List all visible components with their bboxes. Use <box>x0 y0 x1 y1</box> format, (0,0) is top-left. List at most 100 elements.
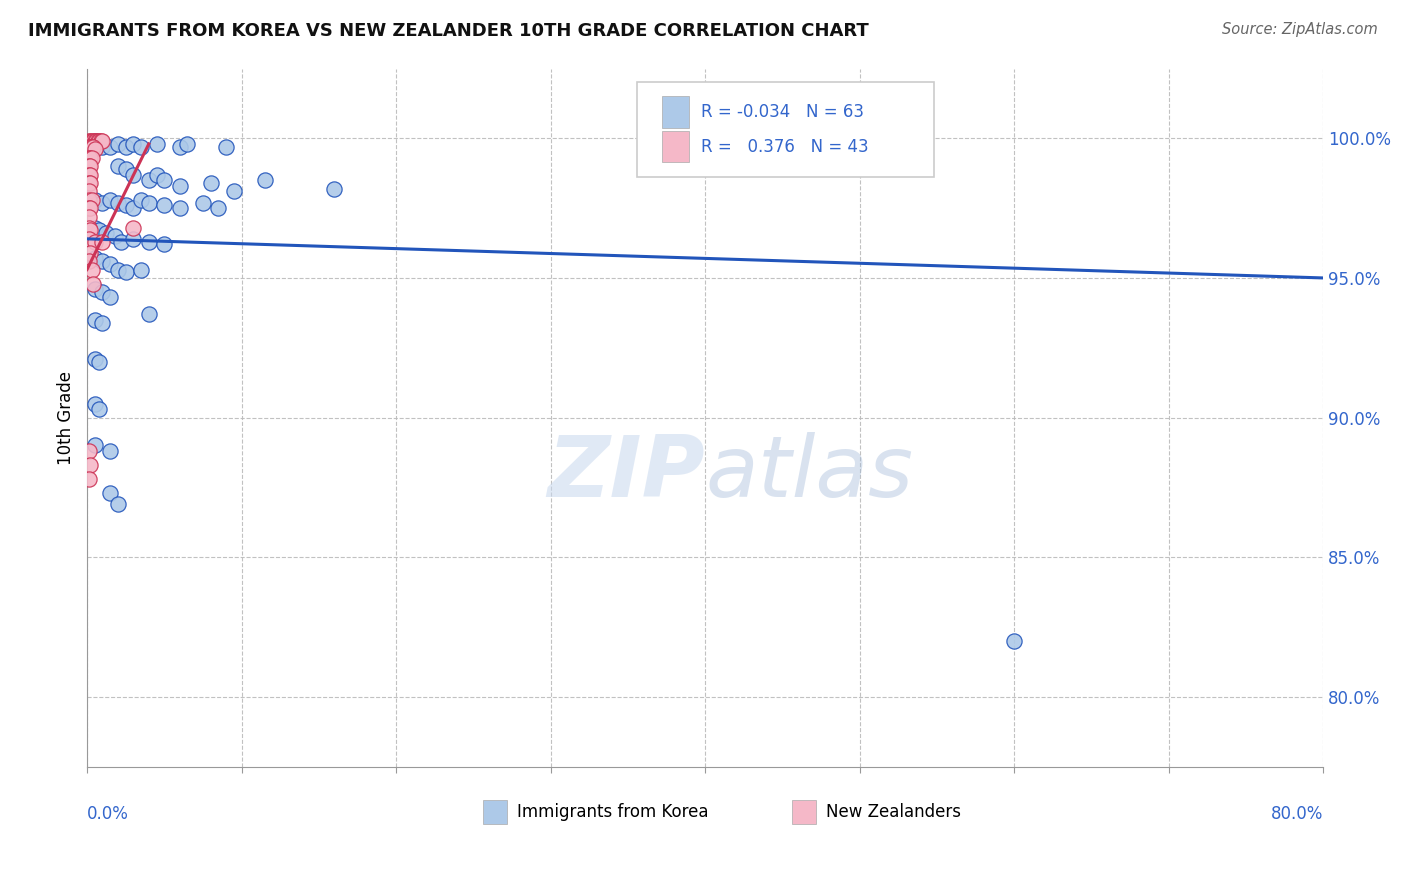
Point <box>122 136 145 151</box>
Point <box>77 232 100 246</box>
Point <box>1002 634 1025 648</box>
Point <box>169 201 191 215</box>
Point <box>138 235 160 249</box>
Point <box>89 134 111 148</box>
Text: R =   0.376   N = 43: R = 0.376 N = 43 <box>702 137 869 156</box>
Point <box>98 486 121 500</box>
Point <box>129 139 152 153</box>
Text: 80.0%: 80.0% <box>1271 805 1323 823</box>
Y-axis label: 10th Grade: 10th Grade <box>58 370 75 465</box>
Text: Immigrants from Korea: Immigrants from Korea <box>517 803 709 821</box>
Point <box>107 497 129 511</box>
Point <box>129 193 152 207</box>
FancyBboxPatch shape <box>637 82 934 177</box>
Point <box>145 136 167 151</box>
Text: R = -0.034   N = 63: R = -0.034 N = 63 <box>702 103 865 120</box>
Point <box>77 201 100 215</box>
Point <box>122 220 145 235</box>
Point <box>107 159 129 173</box>
Point <box>323 181 346 195</box>
Point <box>98 193 121 207</box>
Point <box>83 313 105 327</box>
Polygon shape <box>792 800 817 824</box>
Point <box>79 223 101 237</box>
Point <box>79 139 101 153</box>
Point <box>107 136 129 151</box>
Point <box>77 210 100 224</box>
Point <box>80 262 103 277</box>
Point <box>94 227 117 241</box>
Point <box>83 282 105 296</box>
Point <box>77 185 100 199</box>
Point <box>91 134 114 148</box>
Point <box>90 134 112 148</box>
Point <box>110 235 132 249</box>
Point <box>79 458 101 472</box>
Point <box>91 235 114 249</box>
Point <box>87 134 110 148</box>
Point <box>153 237 176 252</box>
Point <box>77 444 100 458</box>
Polygon shape <box>662 96 689 128</box>
Point <box>253 173 276 187</box>
Point <box>129 262 152 277</box>
Point <box>91 139 114 153</box>
Point <box>91 254 114 268</box>
Point <box>138 195 160 210</box>
Point <box>176 136 198 151</box>
Point <box>80 151 103 165</box>
Point <box>122 232 145 246</box>
Point <box>79 159 101 173</box>
Point <box>122 201 145 215</box>
Text: atlas: atlas <box>704 432 912 515</box>
Point <box>83 134 105 148</box>
Point <box>79 151 101 165</box>
Point <box>79 134 101 148</box>
Point <box>82 139 104 153</box>
Point <box>84 134 107 148</box>
Point <box>91 285 114 299</box>
Point <box>138 307 160 321</box>
Point <box>169 139 191 153</box>
Point <box>79 245 101 260</box>
Point <box>200 176 222 190</box>
Text: New Zealanders: New Zealanders <box>827 803 962 821</box>
Point <box>104 229 127 244</box>
Point <box>215 139 238 153</box>
Point <box>89 355 111 369</box>
Polygon shape <box>482 800 508 824</box>
Point <box>114 162 136 177</box>
Point <box>98 291 121 305</box>
Point <box>83 252 105 266</box>
Point <box>98 139 121 153</box>
Text: Source: ZipAtlas.com: Source: ZipAtlas.com <box>1222 22 1378 37</box>
Point <box>77 193 100 207</box>
Point <box>77 139 100 153</box>
Point <box>114 265 136 279</box>
Point <box>83 235 105 249</box>
Point <box>153 173 176 187</box>
Point <box>145 168 167 182</box>
Point <box>122 168 145 182</box>
Point <box>82 277 104 291</box>
Text: 0.0%: 0.0% <box>87 805 129 823</box>
Point <box>91 316 114 330</box>
Point <box>83 396 105 410</box>
Point <box>77 134 100 148</box>
Point <box>83 220 105 235</box>
Point <box>79 176 101 190</box>
Point <box>83 143 105 157</box>
Point <box>77 472 100 486</box>
Point <box>77 176 100 190</box>
Point <box>98 444 121 458</box>
Point <box>138 173 160 187</box>
Point <box>83 351 105 366</box>
Point <box>89 223 111 237</box>
Point <box>79 201 101 215</box>
Text: IMMIGRANTS FROM KOREA VS NEW ZEALANDER 10TH GRADE CORRELATION CHART: IMMIGRANTS FROM KOREA VS NEW ZEALANDER 1… <box>28 22 869 40</box>
Point <box>114 139 136 153</box>
Point <box>89 402 111 417</box>
Point <box>77 220 100 235</box>
Point <box>91 195 114 210</box>
Point <box>77 159 100 173</box>
